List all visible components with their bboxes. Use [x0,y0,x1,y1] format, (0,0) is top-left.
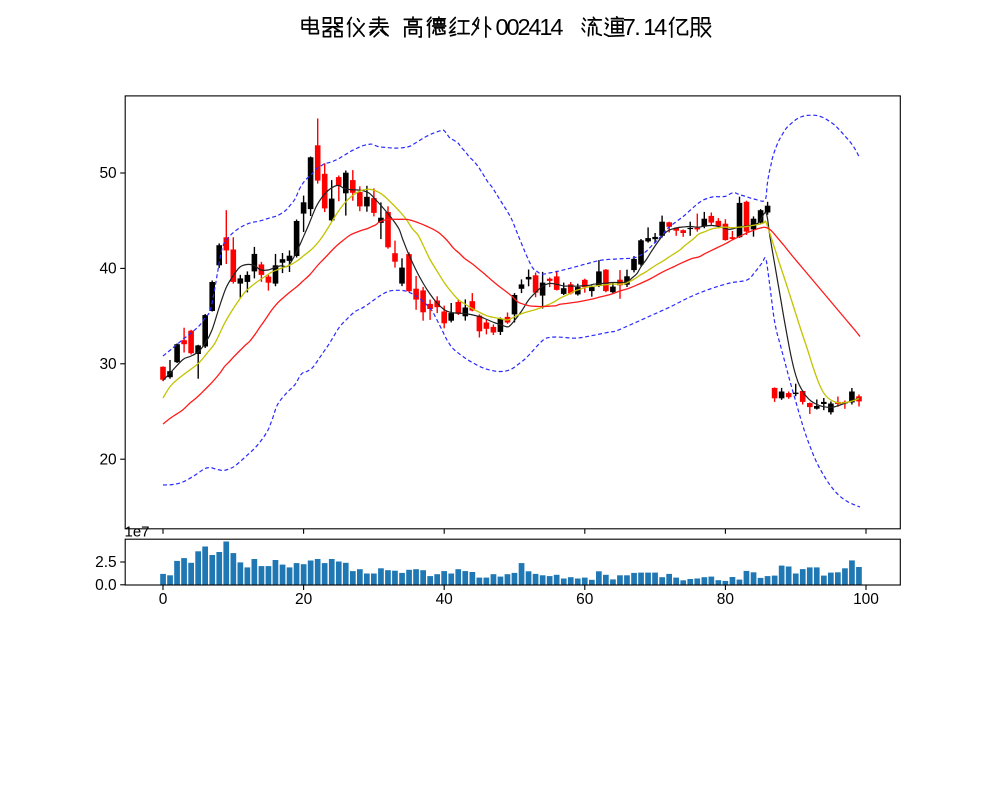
svg-text:40: 40 [99,261,117,278]
svg-text:14: 14 [643,14,667,40]
svg-text:1e7: 1e7 [125,524,150,541]
svg-text:20: 20 [295,591,313,608]
svg-text:20: 20 [99,451,117,468]
svg-text:2.5: 2.5 [95,554,117,571]
svg-text:100: 100 [853,591,879,608]
svg-text:50: 50 [99,165,117,182]
svg-text:60: 60 [576,591,594,608]
svg-text:30: 30 [99,356,117,373]
svg-text:.: . [634,14,641,40]
svg-text:002414: 002414 [496,14,564,40]
svg-text:40: 40 [436,591,454,608]
svg-text:7: 7 [623,14,635,40]
svg-text:0: 0 [159,591,168,608]
svg-text:0.0: 0.0 [95,577,117,594]
svg-text:80: 80 [717,591,735,608]
